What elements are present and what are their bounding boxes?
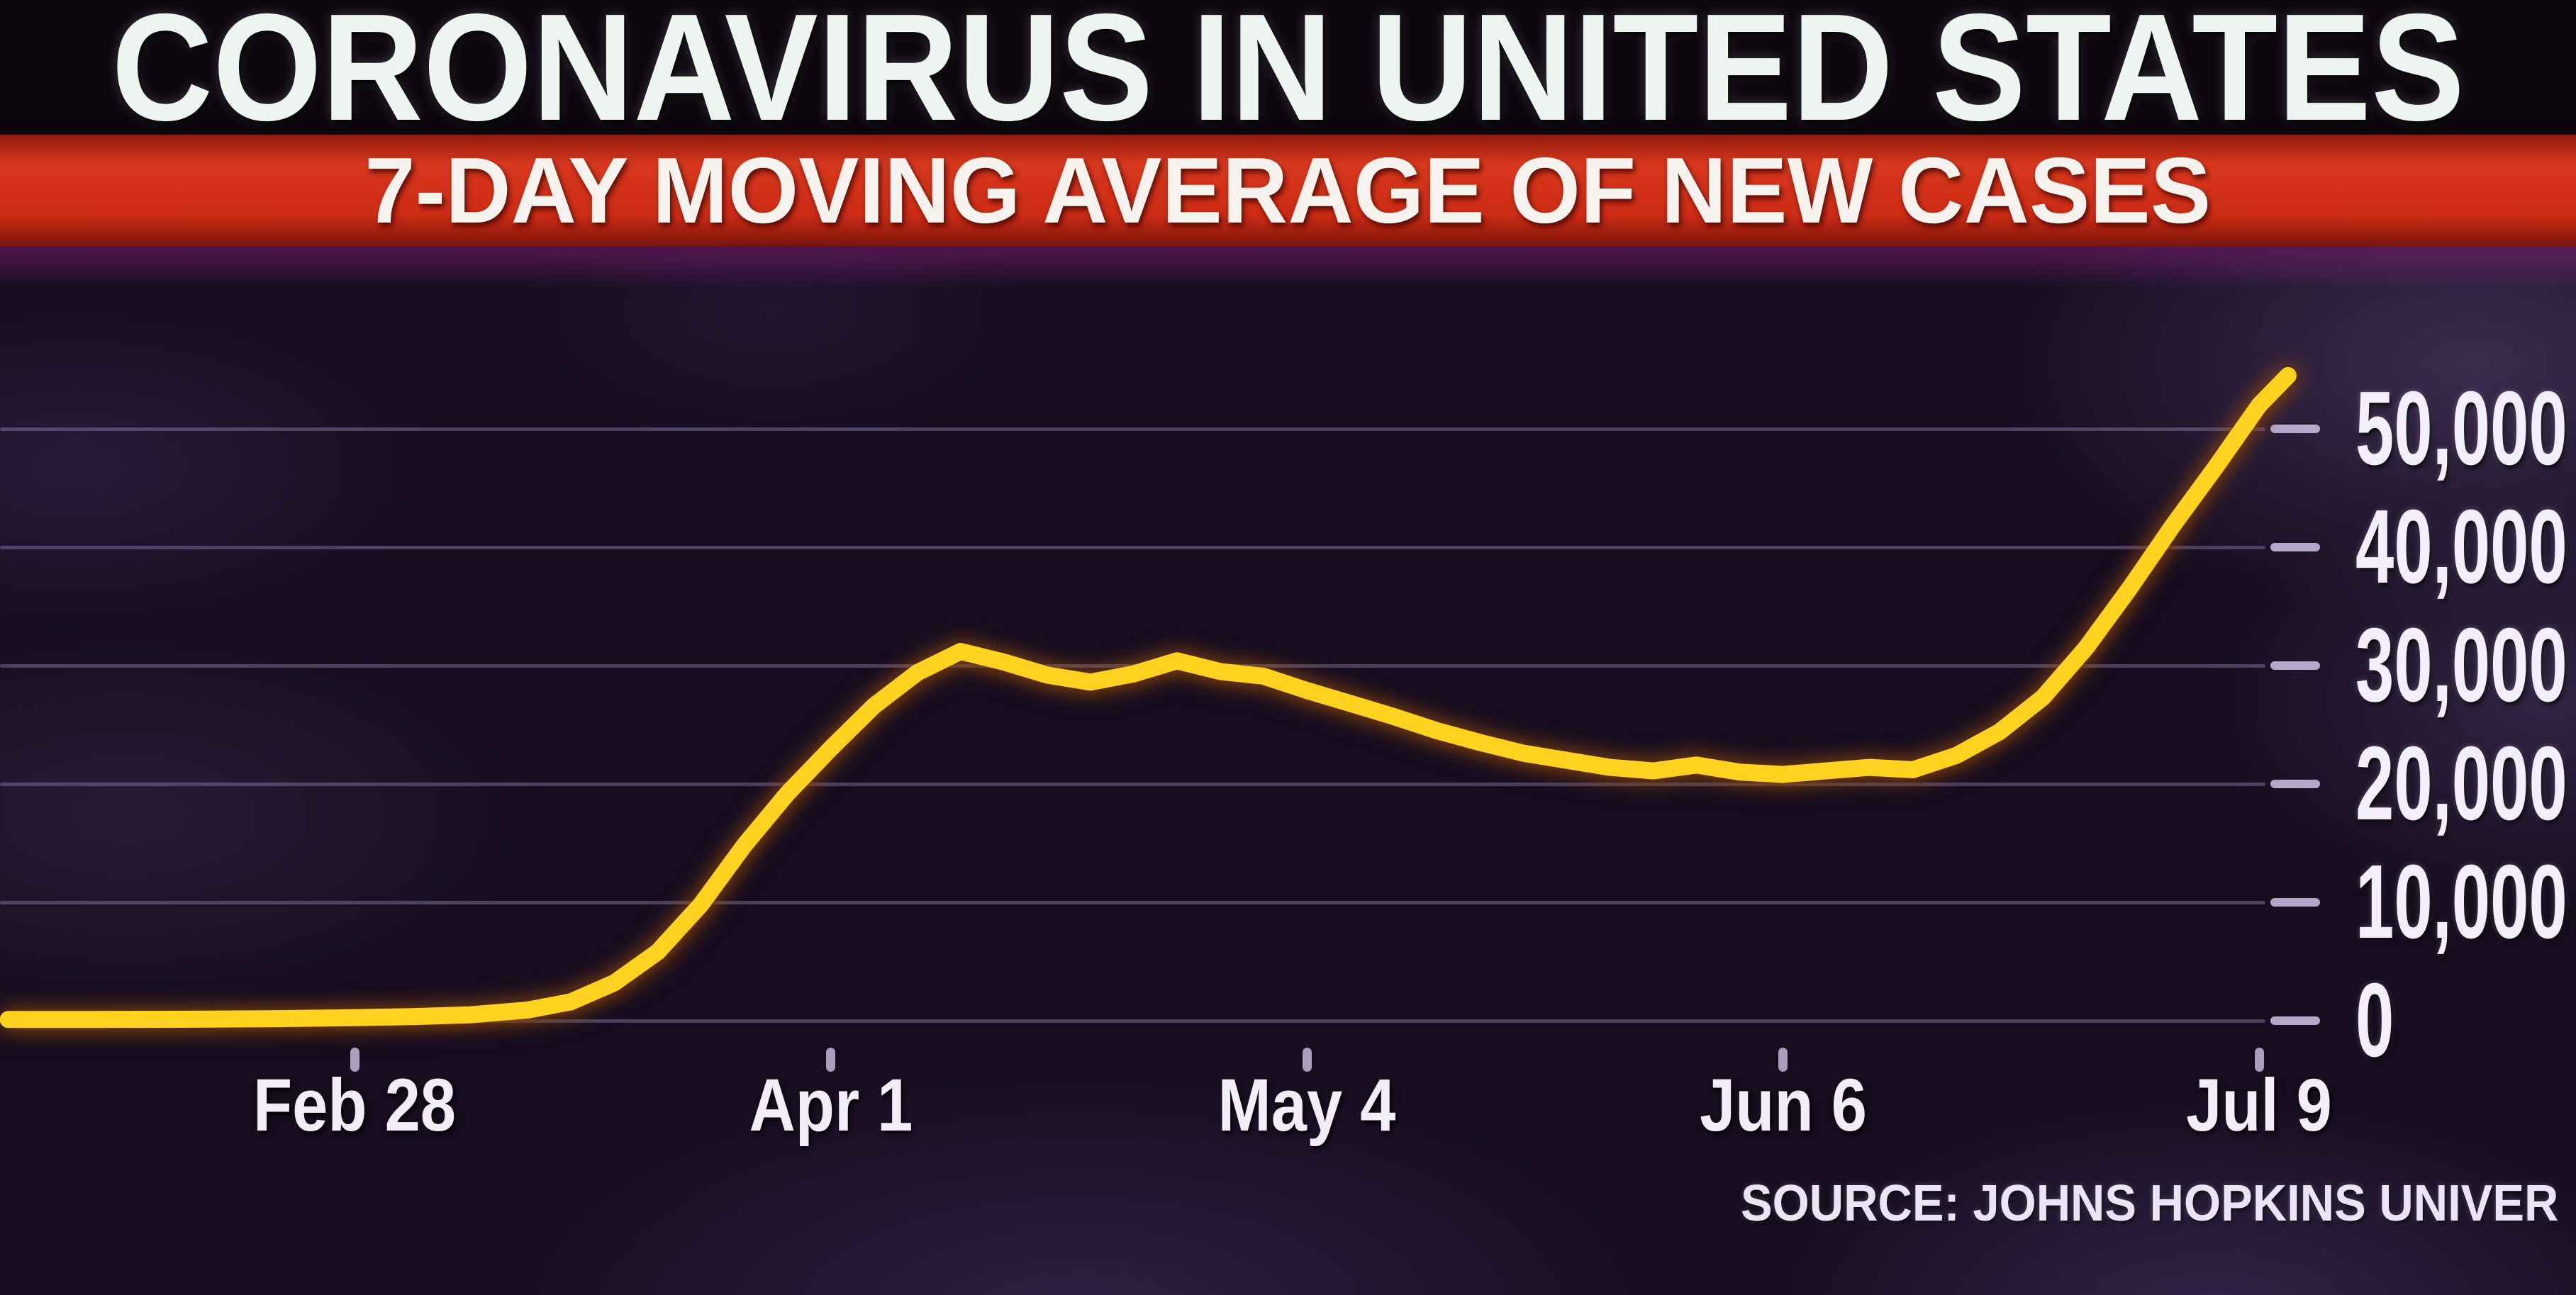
y-tick-50000 <box>2270 425 2320 433</box>
y-label-20000: 20,000 <box>2355 725 2567 842</box>
x-label-jul-9: Jul 9 <box>2186 1064 2333 1147</box>
gridline-10000 <box>0 900 2265 904</box>
y-label-40000: 40,000 <box>2355 488 2567 605</box>
cases-line <box>0 366 2297 1028</box>
y-tick-0 <box>2270 1016 2320 1025</box>
x-label-may-4: May 4 <box>1217 1064 1396 1147</box>
gridline-20000 <box>0 782 2265 786</box>
banner-glow <box>0 246 2576 288</box>
y-label-50000: 50,000 <box>2355 370 2567 487</box>
y-tick-10000 <box>2270 898 2320 907</box>
gridline-0 <box>0 1019 2265 1023</box>
x-label-feb-28: Feb 28 <box>252 1064 457 1147</box>
x-label-jun-6: Jun 6 <box>1699 1064 1867 1147</box>
y-tick-40000 <box>2270 543 2320 551</box>
y-label-10000: 10,000 <box>2355 843 2567 960</box>
source-attribution: SOURCE: JOHNS HOPKINS UNIVER <box>1741 1175 2559 1232</box>
page-title: CORONAVIRUS IN UNITED STATES <box>111 0 2465 152</box>
x-tick-jun-6 <box>1778 1048 1788 1072</box>
gridline-40000 <box>0 545 2265 549</box>
gridline-30000 <box>0 663 2265 668</box>
y-label-0: 0 <box>2355 962 2394 1079</box>
chart-subtitle: 7-DAY MOVING AVERAGE OF NEW CASES <box>364 138 2212 242</box>
x-tick-feb-28 <box>350 1048 359 1072</box>
subtitle-banner: 7-DAY MOVING AVERAGE OF NEW CASES <box>0 135 2576 246</box>
x-tick-may-4 <box>1302 1048 1312 1072</box>
y-label-30000: 30,000 <box>2355 607 2567 724</box>
y-tick-20000 <box>2270 780 2320 788</box>
x-tick-apr-1 <box>826 1048 836 1072</box>
y-tick-30000 <box>2270 661 2320 670</box>
x-label-apr-1: Apr 1 <box>749 1064 913 1147</box>
title-strip: CORONAVIRUS IN UNITED STATES <box>0 0 2576 152</box>
x-tick-jul-9 <box>2254 1048 2264 1072</box>
gridline-50000 <box>0 427 2265 431</box>
